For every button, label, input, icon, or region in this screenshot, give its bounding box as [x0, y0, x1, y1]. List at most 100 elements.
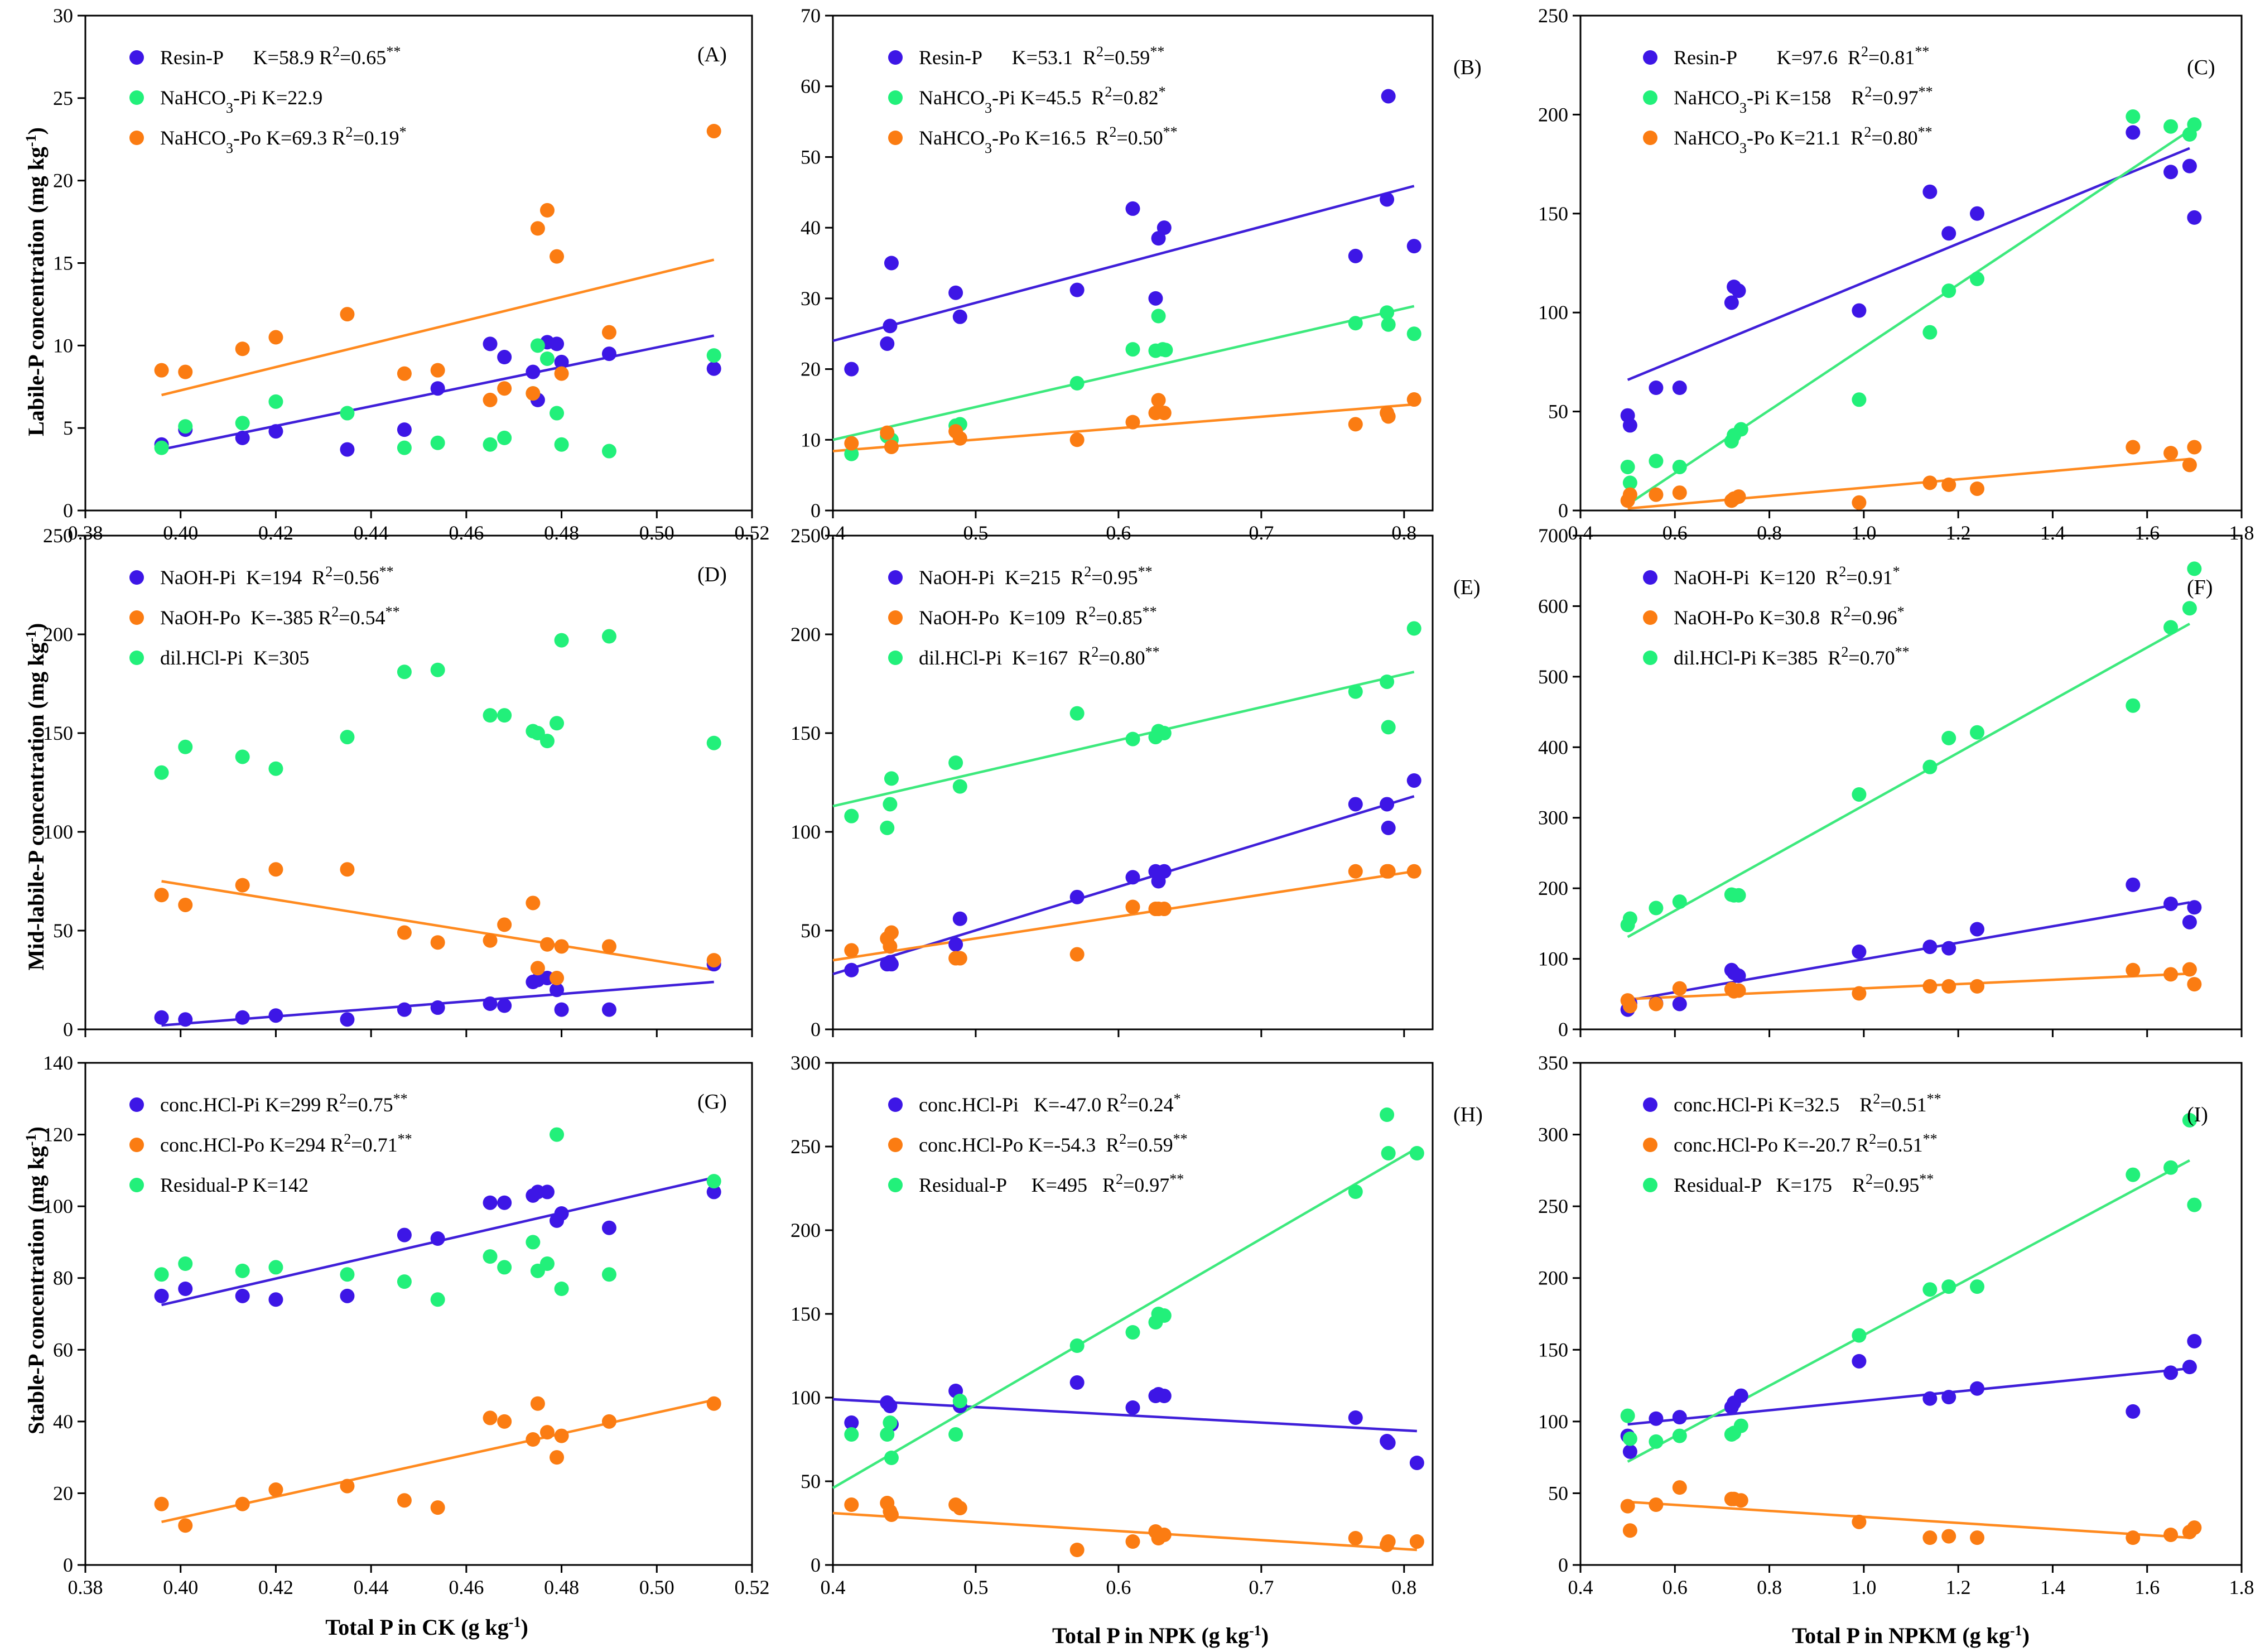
panel-b-ytick-label: 50: [801, 146, 821, 168]
panel-h-xtick-label: 0.5: [963, 1576, 988, 1598]
panel-h-ytick-label: 0: [811, 1554, 821, 1576]
panel-b-legend-nahco3-po: NaHCO3-Po K=16.5 R2=0.50**: [919, 124, 1178, 156]
panel-g-xtick-label: 0.44: [354, 1576, 389, 1598]
panel-b-point-resin-p: [1151, 231, 1166, 246]
panel-b-ytick-label: 60: [801, 75, 821, 98]
panel-f-point-dil-hcl-pi: [1970, 725, 1984, 740]
panel-f-ytick-label: 500: [1538, 666, 1568, 688]
panel-f-ytick-label: 700: [1538, 524, 1568, 547]
panel-c-point-nahco3-pi: [2126, 109, 2141, 124]
panel-a-point-nahco3-pi: [554, 437, 569, 452]
panel-f-ytick-label: 200: [1538, 877, 1568, 899]
panel-g-point-conc-hcl-pi: [497, 1195, 512, 1210]
panel-e-legend-marker-naoh-pi: [888, 570, 903, 585]
panel-h-ytick-label: 100: [791, 1386, 821, 1409]
panel-b-xtick-label: 0.6: [1106, 522, 1131, 544]
panel-a-point-nahco3-po: [268, 330, 283, 345]
panel-h-point-conc-hcl-pi: [1156, 1389, 1172, 1403]
panel-d-ytick-label: 250: [43, 524, 73, 547]
panel-b-legend-marker-nahco3-po: [888, 131, 903, 145]
panel-c-ytick-label: 100: [1538, 301, 1568, 324]
panel-g-point-residual-p: [539, 1256, 555, 1271]
panel-g-point-conc-hcl-po: [340, 1478, 355, 1494]
panel-f-point-naoh-po: [1649, 996, 1664, 1012]
panel-c-point-nahco3-pi: [1733, 422, 1748, 437]
panel-i-point-residual-p: [1649, 1434, 1664, 1449]
panel-e-ytick-label: 50: [801, 919, 821, 942]
panel-i-point-conc-hcl-pi: [1733, 1388, 1748, 1403]
panel-a-point-nahco3-po: [539, 203, 555, 218]
panel-i-ytick-label: 50: [1548, 1482, 1568, 1504]
panel-d: 0 50 100 150 200 250 NaOH-Pi K=194 R2=0.56** Na…: [43, 524, 753, 1041]
panel-a-ytick-label: 5: [63, 417, 73, 439]
panel-f-point-naoh-po: [2187, 977, 2202, 992]
panel-i-ytick-label: 350: [1538, 1052, 1568, 1074]
panel-i-point-residual-p: [1672, 1428, 1687, 1443]
panel-b-point-nahco3-pi: [1381, 317, 1396, 332]
panel-a-legend-marker-resin-p: [129, 50, 144, 65]
panel-d-point-naoh-po: [554, 939, 569, 954]
panel-c-point-resin-p: [1941, 226, 1956, 241]
panel-e: 0 50 100 150 200 250 NaOH-Pi K=215 R2=0.95** Na…: [791, 524, 1481, 1041]
panel-e-point-naoh-pi: [1348, 797, 1363, 812]
panel-a-point-resin-p: [340, 442, 355, 457]
panel-d-point-dil-hcl-pi: [154, 765, 169, 780]
panel-b-ytick-label: 70: [801, 4, 821, 27]
panel-c-point-nahco3-po: [1970, 481, 1984, 496]
panel-i-point-residual-p: [2182, 1112, 2197, 1128]
panel-b-ytick-label: 30: [801, 287, 821, 310]
panel-f-point-naoh-pi: [2126, 877, 2141, 892]
panel-b-point-resin-p: [844, 362, 859, 377]
panel-b-point-nahco3-pi: [1125, 342, 1140, 357]
panel-i-point-conc-hcl-pi: [2182, 1360, 2197, 1375]
panel-e-point-naoh-pi: [844, 962, 859, 977]
panel-b-point-nahco3-po: [884, 439, 899, 454]
panel-i-xtick-label: 0.4: [1568, 1576, 1593, 1598]
panel-i: 0 50 100 150 200 250 300 350 0.4 0.6 0.8 1.0 1.2 1.4 1…: [1538, 1052, 2254, 1598]
panel-i-point-conc-hcl-pi: [1649, 1411, 1664, 1426]
panel-e-point-dil-hcl-pi: [1381, 720, 1396, 735]
panel-e-fit-line-naoh-po: [832, 870, 1415, 962]
panel-g-point-conc-hcl-po: [483, 1410, 498, 1425]
panel-c-point-resin-p: [1649, 381, 1664, 396]
panel-f-ytick-label: 0: [1558, 1018, 1568, 1041]
panel-i-ytick-label: 200: [1538, 1267, 1568, 1289]
panel-a-legend-nahco3-pi: NaHCO3-Pi K=22.9: [160, 86, 322, 116]
panel-b-point-nahco3-po: [1069, 432, 1085, 447]
panel-b-frame: [832, 15, 1434, 512]
panel-g-point-conc-hcl-po: [430, 1500, 445, 1515]
panel-g-legend-marker-residual-p: [129, 1178, 144, 1192]
panel-d-point-naoh-pi: [483, 996, 498, 1011]
panel-f: 0 100 200 300 400 500 600 700 NaOH-Pi K=120 R2=0…: [1538, 524, 2243, 1041]
panel-b-fit-line-resin-p: [832, 185, 1415, 343]
panel-i-legend-marker-conc-hcl-po: [1643, 1138, 1657, 1152]
panel-e-point-dil-hcl-pi: [883, 797, 898, 812]
panel-a-point-nahco3-pi: [340, 406, 355, 421]
panel-d-legend-naoh-pi: NaOH-Pi K=194 R2=0.56**: [160, 563, 394, 589]
panel-g-ytick-label: 0: [63, 1554, 73, 1576]
panel-h-point-residual-p: [948, 1427, 963, 1442]
panel-h-point-conc-hcl-po: [1348, 1531, 1363, 1545]
panel-b-label: (B): [1453, 56, 1482, 79]
panel-g-ytick-label: 140: [43, 1052, 73, 1074]
panel-b-point-resin-p: [1381, 89, 1396, 104]
panel-i-point-conc-hcl-po: [1852, 1514, 1867, 1529]
panel-g-ytick-label: 60: [53, 1338, 73, 1361]
panel-a-point-nahco3-pi: [268, 394, 283, 409]
panel-a-xtick-label: 0.44: [354, 522, 389, 544]
panel-c-point-nahco3-po: [2163, 446, 2179, 461]
panel-h-xtick-label: 0.4: [821, 1576, 846, 1598]
panel-d-point-naoh-po: [178, 897, 193, 912]
panel-e-point-dil-hcl-pi: [948, 755, 963, 770]
panel-b-xtick-label: 0.7: [1249, 522, 1274, 544]
panel-e-point-dil-hcl-pi: [1156, 726, 1172, 740]
panel-b-point-resin-p: [1156, 220, 1172, 235]
panel-g-legend-conc-hcl-po: conc.HCl-Po K=294 R2=0.71**: [160, 1131, 412, 1157]
panel-c-label: (C): [2187, 56, 2215, 79]
panel-h-point-conc-hcl-pi: [1409, 1456, 1424, 1470]
panel-c-fit-line-nahco3-pi: [1627, 129, 2191, 506]
panel-d-point-dil-hcl-pi: [550, 716, 565, 731]
panel-e-point-naoh-pi: [1406, 773, 1421, 788]
